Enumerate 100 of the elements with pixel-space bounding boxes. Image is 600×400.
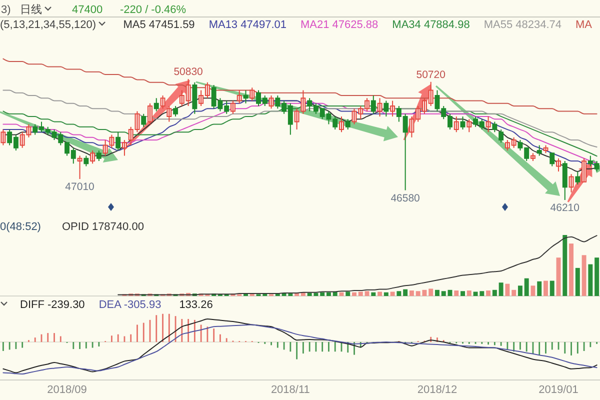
candlestick xyxy=(148,102,152,125)
candlestick xyxy=(345,118,350,130)
bar xyxy=(364,291,370,296)
candlestick xyxy=(492,121,498,133)
bar xyxy=(435,290,440,296)
candlestick xyxy=(116,132,121,151)
bar xyxy=(403,289,408,296)
text: 47400 xyxy=(72,4,103,16)
text: DIFF -239.30 xyxy=(20,299,85,311)
x-tick-label: 2019/01 xyxy=(538,384,578,396)
bar xyxy=(428,288,434,296)
bar xyxy=(409,290,414,296)
candlestick xyxy=(160,95,166,110)
candlestick xyxy=(486,116,491,133)
bar xyxy=(562,235,568,296)
annotation: 50720 xyxy=(416,68,446,81)
text: 133.26 xyxy=(179,299,213,311)
annotation: 47010 xyxy=(65,181,95,194)
bar xyxy=(378,292,382,296)
text: MA xyxy=(576,19,593,31)
text: 日线 xyxy=(20,3,42,16)
candlestick xyxy=(568,174,574,193)
bar xyxy=(512,290,516,296)
bar xyxy=(346,292,350,296)
candlestick xyxy=(582,158,587,182)
bar xyxy=(486,290,491,296)
candlestick xyxy=(77,155,82,180)
text: -220 / -0.46% xyxy=(120,4,186,16)
candlestick xyxy=(377,98,382,117)
annotation: 46580 xyxy=(390,192,420,204)
candlestick xyxy=(543,144,548,154)
x-tick-label: 2018/09 xyxy=(47,384,87,396)
bar xyxy=(556,258,561,296)
candlestick xyxy=(390,100,396,117)
bar xyxy=(569,244,574,296)
text: OPID 178740.00 xyxy=(62,221,144,233)
bar xyxy=(530,286,536,296)
bar xyxy=(537,281,542,296)
bar xyxy=(550,280,554,296)
bar xyxy=(575,268,580,296)
candlestick xyxy=(536,144,542,156)
text: MA13 47497.01 xyxy=(208,19,286,31)
bar xyxy=(371,292,376,296)
bar xyxy=(384,292,388,296)
candlestick xyxy=(166,105,172,122)
candlestick xyxy=(384,100,389,117)
candlestick xyxy=(173,105,178,117)
candlestick xyxy=(339,116,344,133)
bar xyxy=(441,291,446,296)
bar xyxy=(352,292,356,296)
candlestick xyxy=(370,95,376,114)
candlestick xyxy=(498,129,504,144)
candlestick xyxy=(562,160,568,200)
bar xyxy=(466,290,472,296)
bar xyxy=(594,258,600,296)
bar xyxy=(326,292,331,296)
bar xyxy=(505,284,510,296)
bar xyxy=(524,278,529,296)
text: MA55 48234.74 xyxy=(484,19,562,31)
bar xyxy=(588,264,593,296)
candlestick xyxy=(243,90,248,104)
candlestick xyxy=(530,152,536,162)
bar xyxy=(358,292,363,296)
bar xyxy=(492,290,497,296)
text: MA5 47451.59 xyxy=(123,19,195,31)
candlestick xyxy=(90,150,96,164)
annotation: 46210 xyxy=(550,202,580,214)
text: 0(48:52) xyxy=(0,221,41,233)
bar xyxy=(518,286,522,296)
bar xyxy=(396,291,402,296)
candlestick xyxy=(84,155,89,167)
bar xyxy=(390,292,395,296)
candlestick xyxy=(268,95,274,110)
text: 3) xyxy=(1,4,11,16)
candlestick xyxy=(230,100,236,114)
bar xyxy=(498,282,504,296)
bar xyxy=(454,290,459,296)
bar xyxy=(582,255,586,296)
candlestick xyxy=(466,118,472,133)
bar xyxy=(320,292,325,296)
candlestick xyxy=(454,116,459,133)
candlestick xyxy=(550,152,555,167)
candlestick xyxy=(122,140,127,156)
candlestick xyxy=(236,90,242,104)
x-tick-label: 2018/11 xyxy=(270,384,310,396)
candlestick xyxy=(556,158,561,172)
candlestick xyxy=(192,82,198,114)
candlestick xyxy=(575,170,580,186)
text: DEA -305.93 xyxy=(98,299,162,311)
candlestick xyxy=(154,98,159,112)
candlestick xyxy=(460,116,466,130)
bar xyxy=(544,280,548,296)
annotation: 50830 xyxy=(174,66,204,78)
x-tick-label: 2018/12 xyxy=(417,384,458,396)
candlestick xyxy=(96,150,102,162)
candlestick xyxy=(250,87,255,102)
candlestick xyxy=(141,113,146,128)
text: MA34 47884.98 xyxy=(392,19,470,31)
candlestick xyxy=(0,129,6,146)
bar xyxy=(460,291,465,296)
